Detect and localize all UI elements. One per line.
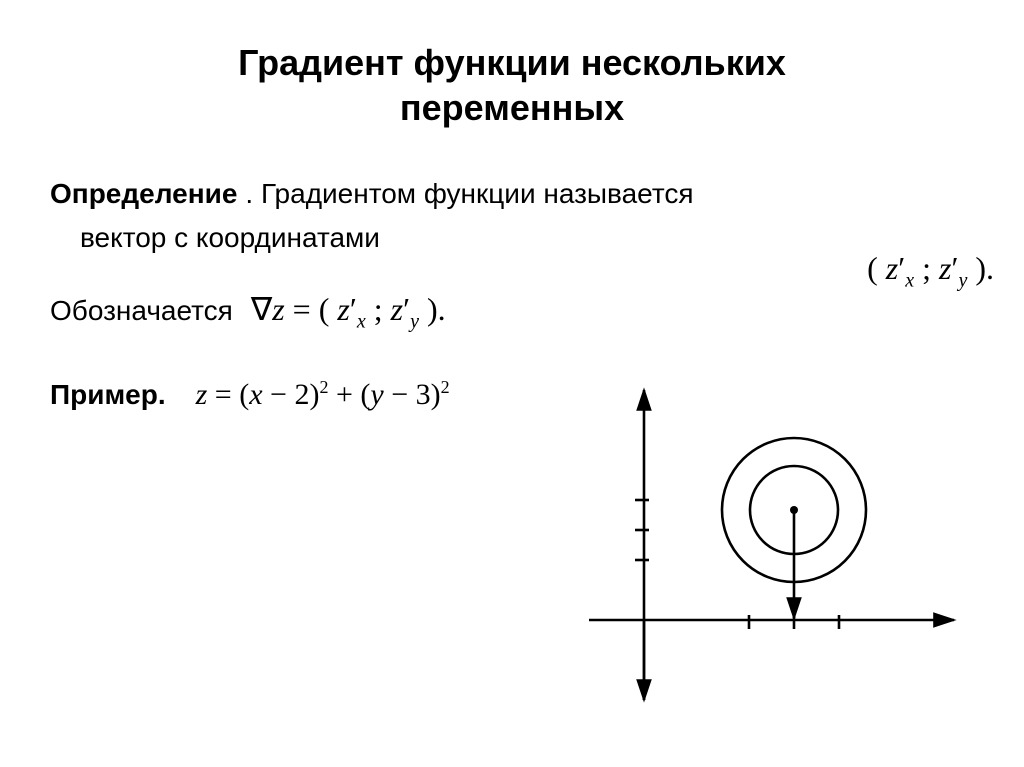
definition-text-1: . Градиентом функции называется bbox=[245, 178, 693, 210]
example-formula: z = (x − 2)2 + (y − 3)2 bbox=[196, 377, 450, 412]
coordinate-diagram bbox=[584, 370, 964, 710]
slide-container: Градиент функции нескольких переменных О… bbox=[0, 0, 1024, 767]
definition-label: Определение bbox=[50, 178, 237, 210]
definition-row: Определение . Градиентом функции называе… bbox=[50, 178, 974, 210]
example-label: Пример. bbox=[50, 379, 166, 411]
slide-title: Градиент функции нескольких переменных bbox=[50, 40, 974, 130]
vector-row: вектор с координатами bbox=[80, 222, 974, 254]
definition-text-2: вектор с координатами bbox=[80, 222, 380, 253]
notation-row: Обозначается ∇z = ( z′x ; z′y ). bbox=[50, 290, 974, 333]
notation-formula: ∇z = ( z′x ; z′y ). bbox=[251, 290, 446, 333]
notation-label: Обозначается bbox=[50, 295, 233, 327]
title-line-1: Градиент функции нескольких bbox=[238, 42, 786, 83]
title-line-2: переменных bbox=[400, 87, 624, 128]
coords-formula: ( z′x ; z′y ). bbox=[867, 250, 994, 292]
